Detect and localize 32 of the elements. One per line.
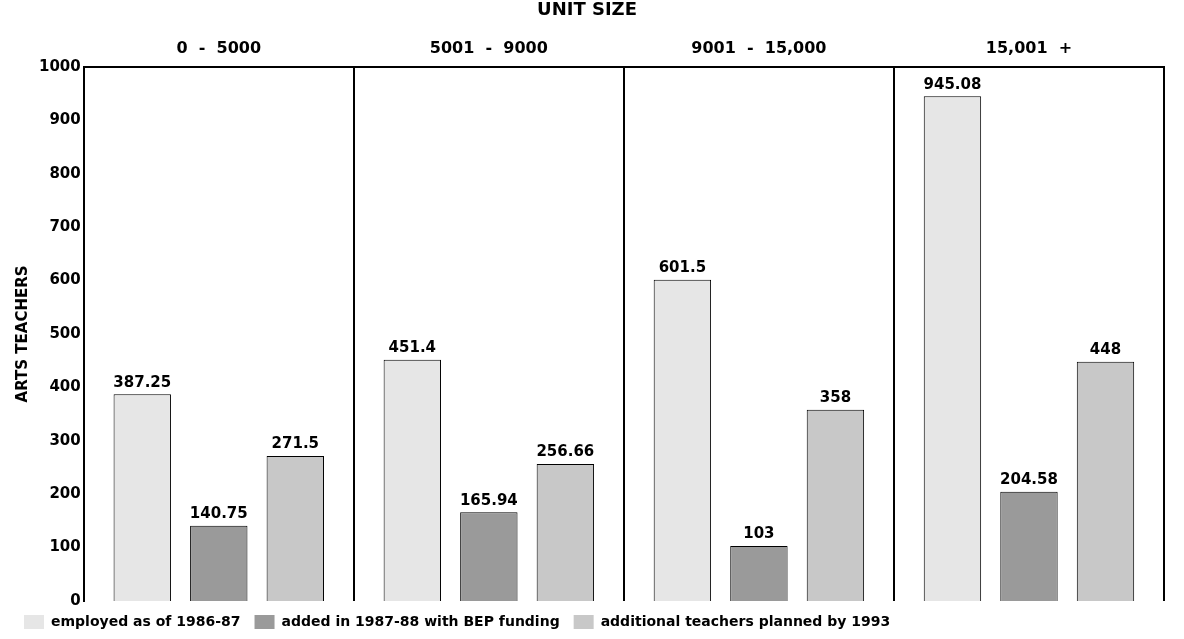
- data-label: 103: [743, 524, 775, 543]
- data-label: 140.75: [189, 504, 248, 523]
- legend-label: added in 1987-88 with BEP funding: [281, 612, 560, 629]
- y-tick-label: 200: [49, 484, 81, 503]
- y-tick-label: 0: [70, 590, 81, 609]
- x-tick-label: 15,001 +: [985, 38, 1073, 58]
- data-label: 165.94: [459, 490, 518, 509]
- y-tick-label: 300: [49, 430, 81, 449]
- data-label: 256.66: [536, 442, 595, 461]
- y-tick-label: 500: [49, 323, 81, 342]
- data-label: 448: [1089, 340, 1122, 359]
- y-axis-title: ARTS TEACHERS: [12, 265, 31, 403]
- data-label: 945.08: [923, 74, 982, 93]
- data-label: 387.25: [113, 372, 172, 391]
- chart-title: UNIT SIZE: [537, 0, 637, 20]
- data-label: 204.58: [1000, 470, 1058, 489]
- y-tick-label: 700: [49, 216, 81, 235]
- data-label: 451.4: [388, 338, 437, 357]
- x-tick-label: 0 - 5000: [176, 38, 262, 58]
- y-tick-label: 900: [49, 110, 81, 129]
- y-tick-label: 100: [49, 537, 81, 556]
- data-label: 271.5: [271, 434, 320, 453]
- y-tick-label: 800: [49, 163, 81, 182]
- y-tick-label: 400: [49, 377, 81, 396]
- x-tick-label: 9001 - 15,000: [691, 38, 827, 58]
- data-label: 601.5: [658, 258, 707, 277]
- y-tick-label: 600: [49, 270, 81, 289]
- x-tick-label: 5001 - 9000: [429, 38, 548, 58]
- legend-label: employed as of 1986-87: [51, 612, 241, 629]
- data-label: 358: [819, 388, 852, 407]
- y-tick-label: 1000: [39, 56, 81, 75]
- legend-label: additional teachers planned by 1993: [600, 612, 891, 629]
